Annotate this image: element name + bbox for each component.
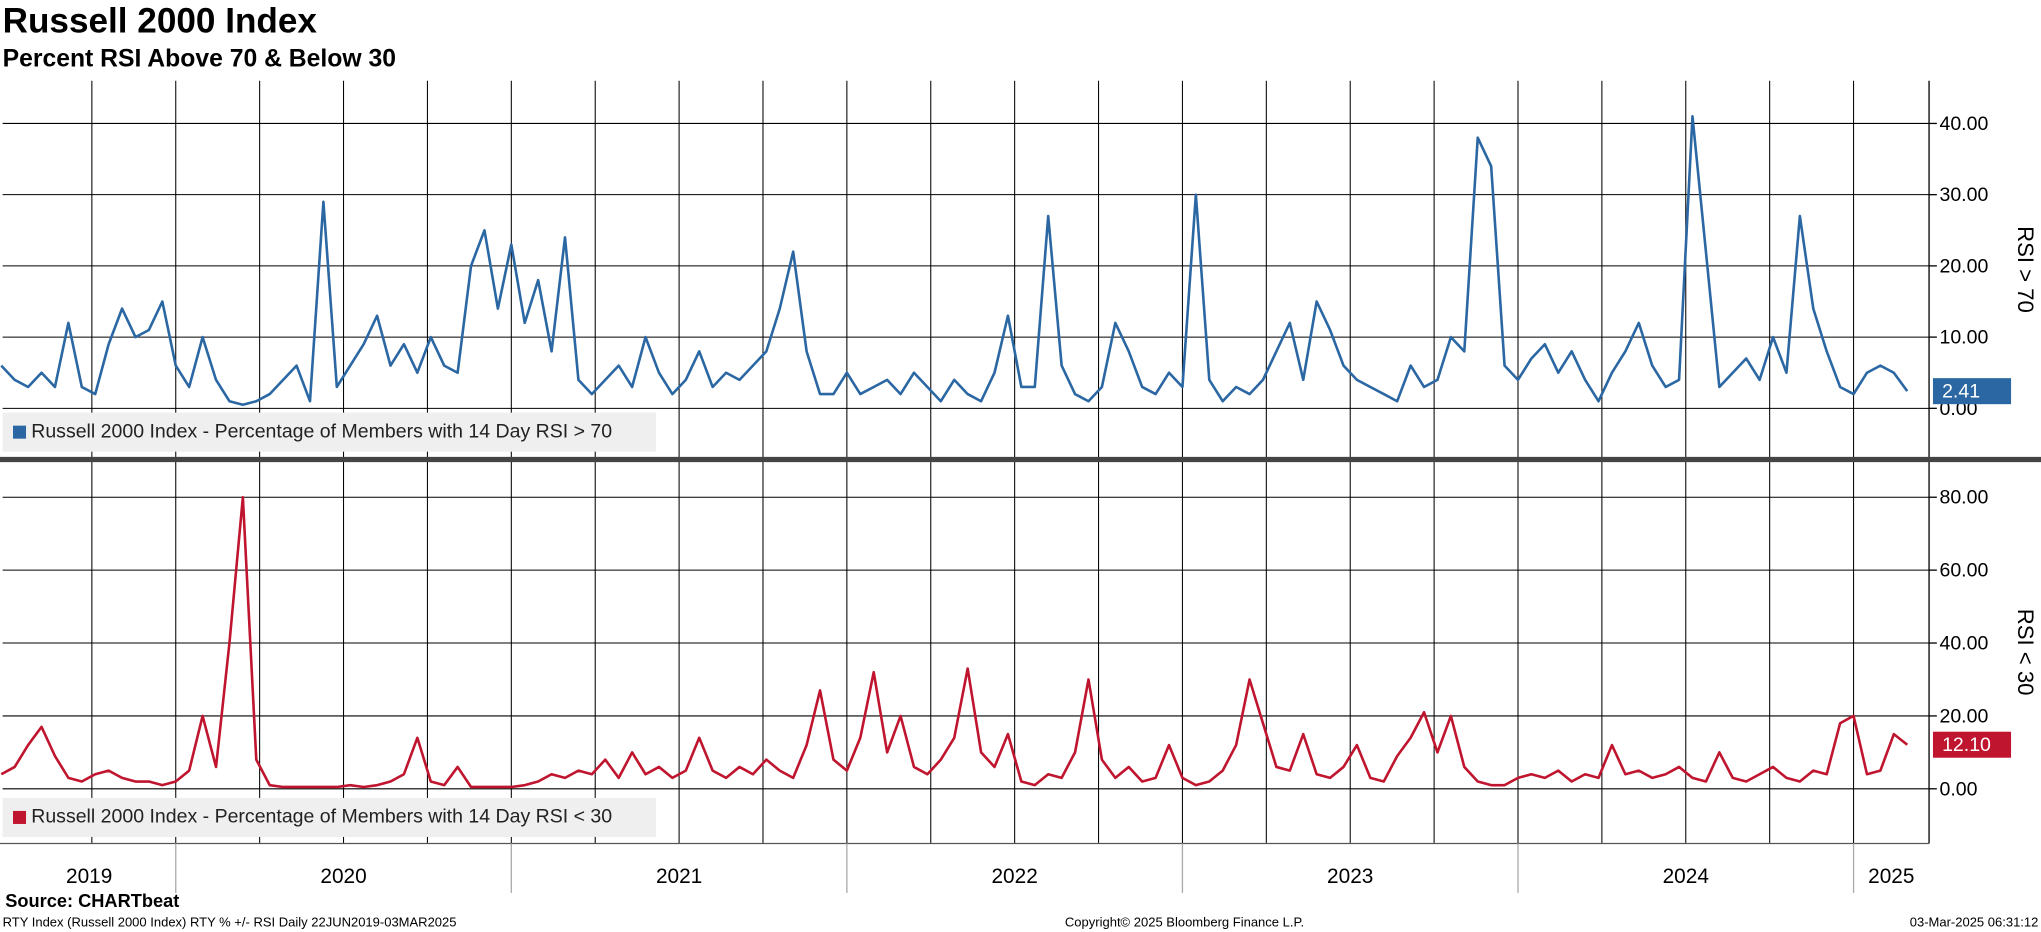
series-line — [0, 495, 1909, 789]
timestamp: 03-Mar-2025 06:31:12 — [1910, 914, 2039, 929]
y-tick-label: 10.00 — [1939, 327, 1988, 349]
x-tick-label: 2021 — [656, 865, 702, 888]
legend-box — [2, 797, 657, 837]
x-tick-label: 2022 — [991, 865, 1037, 888]
last-value-tag — [1932, 378, 2012, 405]
y-tick-label: 30.00 — [1939, 184, 1988, 206]
copyright: Copyright© 2025 Bloomberg Finance L.P. — [1065, 914, 1304, 929]
legend-swatch — [13, 425, 27, 439]
legend-box — [2, 412, 657, 452]
x-tick-label: 2024 — [1663, 865, 1709, 888]
chart-subtitle: Percent RSI Above 70 & Below 30 — [3, 45, 396, 72]
x-tick-label: 2023 — [1327, 865, 1373, 888]
legend-label: Russell 2000 Index - Percentage of Membe… — [31, 806, 612, 828]
x-tick-label: 2019 — [66, 865, 112, 888]
x-tick-label: 2025 — [1868, 865, 1914, 888]
y-tick-label: 60.00 — [1939, 560, 1988, 582]
y-tick-label: 40.00 — [1939, 113, 1988, 135]
footer-info: RTY Index (Russell 2000 Index) RTY % +/-… — [3, 914, 457, 929]
y-tick-label: 0.00 — [1939, 778, 1977, 800]
y-tick-label: 20.00 — [1939, 705, 1988, 727]
last-value-tag — [1932, 731, 2012, 758]
legend-swatch — [13, 810, 27, 824]
x-tick-label: 2020 — [320, 865, 366, 888]
last-value-label: 2.41 — [1942, 381, 1980, 403]
legend-label: Russell 2000 Index - Percentage of Membe… — [31, 420, 612, 442]
chart-title: Russell 2000 Index — [3, 2, 318, 41]
y-axis-title: RSI > 70 — [2013, 226, 2038, 313]
y-tick-label: 20.00 — [1939, 255, 1988, 277]
source: Source: CHARTbeat — [5, 891, 179, 911]
y-tick-label: 80.00 — [1939, 487, 1988, 509]
y-tick-label: 40.00 — [1939, 632, 1988, 654]
series-line — [0, 115, 1909, 407]
y-axis-title: RSI < 30 — [2013, 609, 2038, 696]
last-value-label: 12.10 — [1942, 734, 1991, 756]
